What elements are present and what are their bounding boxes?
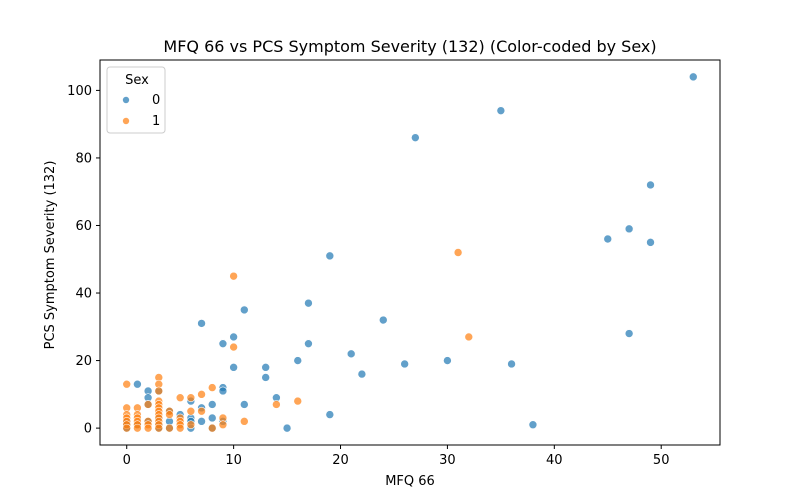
y-tick-label-3: 60 bbox=[75, 219, 92, 234]
x-tick-label-4: 40 bbox=[546, 453, 563, 468]
y-tick-label-1: 20 bbox=[75, 354, 92, 369]
scatter-point-sex-1-14 bbox=[143, 400, 153, 409]
scatter-point-sex-1-3 bbox=[229, 342, 238, 352]
scatter-point-sex-0-34 bbox=[207, 400, 217, 409]
scatter-point-sex-1-2 bbox=[464, 332, 474, 342]
scatter-point-sex-0-22 bbox=[229, 363, 238, 372]
scatter-point-sex-0-2 bbox=[411, 133, 420, 142]
scatter-point-sex-1-33 bbox=[240, 417, 249, 426]
scatter-point-sex-1-49 bbox=[165, 423, 174, 433]
scatter-point-sex-1-45 bbox=[122, 423, 132, 433]
y-axis-label: PCS Symptom Severity (132) bbox=[43, 161, 58, 350]
scatter-point-sex-1-0 bbox=[453, 248, 463, 257]
scatter-point-sex-0-50 bbox=[282, 423, 292, 433]
scatter-point-sex-0-15 bbox=[304, 339, 313, 348]
points-layer bbox=[122, 72, 698, 433]
chart-title: MFQ 66 vs PCS Symptom Severity (132) (Co… bbox=[163, 37, 656, 56]
scatter-point-sex-0-16 bbox=[346, 349, 356, 359]
scatter-point-sex-0-14 bbox=[218, 339, 228, 348]
scatter-point-sex-0-49 bbox=[528, 420, 538, 430]
scatter-point-sex-0-0 bbox=[688, 72, 698, 82]
scatter-point-sex-0-20 bbox=[507, 359, 516, 369]
scatter-point-sex-0-23 bbox=[357, 369, 367, 379]
y-tick-label-5: 100 bbox=[67, 84, 92, 99]
scatter-point-sex-1-11 bbox=[186, 393, 196, 403]
scatter-point-sex-1-47 bbox=[143, 423, 153, 433]
scatter-point-sex-1-52 bbox=[186, 420, 196, 430]
scatter-point-sex-1-51 bbox=[207, 423, 217, 433]
scatter-point-sex-0-19 bbox=[400, 359, 409, 369]
scatter-point-sex-0-13 bbox=[229, 332, 238, 342]
scatter-point-sex-0-33 bbox=[240, 400, 249, 409]
scatter-point-sex-1-44 bbox=[218, 420, 228, 430]
x-tick-label-2: 20 bbox=[332, 453, 349, 468]
x-tick-label-3: 30 bbox=[439, 453, 456, 468]
scatter-point-sex-0-39 bbox=[325, 410, 335, 419]
scatter-point-sex-1-27 bbox=[165, 410, 174, 419]
scatter-point-sex-0-25 bbox=[133, 379, 142, 389]
scatter-point-sex-1-50 bbox=[175, 423, 185, 433]
scatter-point-sex-0-4 bbox=[624, 224, 634, 234]
scatter-point-sex-1-1 bbox=[229, 271, 238, 281]
y-axis-ticks: 0 20 40 60 80 100 bbox=[67, 84, 100, 437]
y-tick-label-0: 0 bbox=[84, 422, 92, 437]
scatter-point-sex-0-44 bbox=[197, 417, 206, 426]
legend-frame bbox=[106, 66, 166, 134]
x-axis-label: MFQ 66 bbox=[385, 474, 435, 489]
y-tick-label-2: 40 bbox=[75, 287, 92, 302]
x-axis-ticks: 0 10 20 30 40 50 bbox=[123, 445, 670, 468]
x-tick-label-0: 0 bbox=[123, 453, 131, 468]
legend-label-0: 0 bbox=[152, 93, 160, 108]
axes-frame bbox=[99, 59, 721, 446]
legend-marker-1 bbox=[122, 117, 130, 125]
scatter-point-sex-1-48 bbox=[154, 423, 164, 433]
scatter-point-sex-1-7 bbox=[207, 383, 217, 392]
x-tick-label-5: 50 bbox=[653, 453, 670, 468]
scatter-point-sex-0-9 bbox=[240, 305, 249, 315]
legend-marker-0 bbox=[122, 96, 130, 104]
scatter-point-sex-1-10 bbox=[175, 393, 185, 403]
scatter-point-sex-0-1 bbox=[496, 106, 506, 115]
scatter-point-sex-1-21 bbox=[186, 406, 196, 416]
scatter-point-sex-1-46 bbox=[133, 423, 142, 433]
scatter-point-sex-0-6 bbox=[646, 238, 655, 247]
scatter-point-sex-0-17 bbox=[293, 356, 303, 365]
legend-title: Sex bbox=[125, 73, 149, 88]
scatter-point-sex-0-18 bbox=[443, 356, 452, 365]
scatter-point-sex-0-11 bbox=[378, 315, 388, 325]
x-tick-label-1: 10 bbox=[225, 453, 242, 468]
scatter-point-sex-1-8 bbox=[154, 386, 164, 396]
scatter-point-sex-0-7 bbox=[325, 251, 335, 261]
scatter-point-sex-1-13 bbox=[293, 396, 303, 406]
scatter-point-sex-1-4 bbox=[122, 379, 132, 389]
scatter-point-sex-1-9 bbox=[197, 390, 206, 399]
scatter-point-sex-0-27 bbox=[218, 386, 228, 396]
scatter-point-sex-0-41 bbox=[207, 413, 217, 423]
scatter-point-sex-0-24 bbox=[261, 373, 270, 382]
scatter-point-sex-0-3 bbox=[646, 180, 655, 190]
scatter-point-sex-1-20 bbox=[197, 406, 206, 416]
scatter-point-sex-0-5 bbox=[603, 234, 613, 244]
legend: Sex 0 1 bbox=[106, 66, 166, 134]
scatter-point-sex-0-12 bbox=[197, 319, 206, 328]
scatter-point-sex-0-21 bbox=[261, 363, 270, 372]
scatter-point-sex-1-15 bbox=[272, 400, 281, 409]
y-tick-label-4: 80 bbox=[75, 151, 92, 166]
scatter-point-sex-0-8 bbox=[624, 329, 634, 338]
legend-label-1: 1 bbox=[152, 114, 160, 129]
scatter-point-sex-0-10 bbox=[304, 298, 313, 308]
